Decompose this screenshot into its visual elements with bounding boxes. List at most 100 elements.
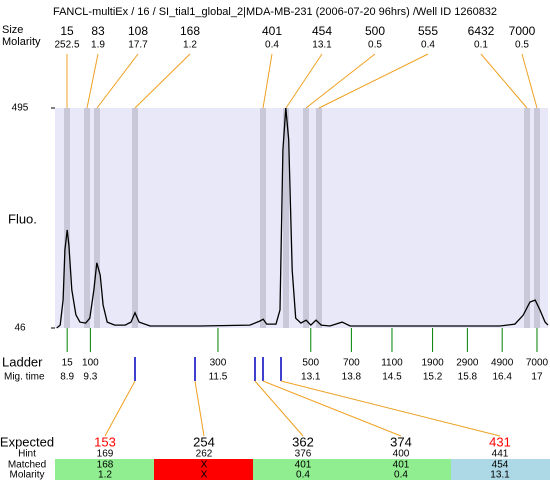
peak-size: 500 [365, 24, 385, 38]
peak-band [283, 108, 289, 328]
ladder-time: 15.8 [458, 372, 478, 383]
peak-molarity: 0.1 [474, 40, 488, 51]
peak-molarity: 0.5 [515, 40, 529, 51]
peak-band [94, 108, 100, 328]
peak-size: 15 [60, 24, 74, 38]
peak-connector [305, 53, 376, 109]
molarity-label: Molarity [9, 470, 44, 480]
ladder-size: 7000 [526, 358, 549, 369]
expected-connector [262, 380, 402, 437]
y-axis-label: Fluo. [8, 211, 37, 226]
peak-molarity: 0.4 [421, 40, 435, 51]
peak-size: 555 [418, 24, 438, 38]
peak-size: 83 [91, 24, 105, 38]
ladder-size: 2900 [456, 358, 479, 369]
hint-value: 376 [295, 449, 312, 460]
matched-label: Matched [8, 460, 46, 471]
peak-molarity: 0.4 [265, 40, 279, 51]
expected-connector [280, 380, 501, 437]
ladder-size: 500 [302, 358, 319, 369]
ladder-time: 16.4 [492, 372, 512, 383]
ladder-time: 17 [531, 372, 543, 383]
peak-molarity: 1.2 [183, 40, 197, 51]
ladder-time: 15.2 [423, 372, 443, 383]
match-cell [55, 459, 154, 480]
expected-connector [194, 380, 205, 437]
peak-connector [285, 53, 323, 109]
molarity-value: 0.4 [296, 470, 310, 480]
peak-molarity: 17.7 [128, 40, 148, 51]
hint-label: Hint [18, 449, 36, 460]
hint-value: 400 [393, 449, 410, 460]
peak-size: 168 [180, 24, 200, 38]
match-cell [154, 459, 253, 480]
peak-size: 454 [312, 24, 332, 38]
ladder-size: 300 [210, 358, 227, 369]
peak-molarity: 252.5 [54, 40, 79, 51]
size-row-label: Size [2, 24, 23, 36]
peak-molarity: 13.1 [312, 40, 332, 51]
matched-value: 401 [393, 460, 410, 471]
ladder-label: Ladder [2, 354, 43, 369]
ladder-time: 8.9 [60, 372, 74, 383]
molarity-value: X [201, 470, 208, 480]
peak-connector [86, 53, 99, 109]
hint-value: 262 [196, 449, 213, 460]
peak-connector [262, 53, 273, 109]
peak-size: 401 [262, 24, 282, 38]
peak-size: 108 [128, 24, 148, 38]
peak-molarity: 0.5 [368, 40, 382, 51]
peak-size: 7000 [509, 24, 536, 38]
ladder-time: 11.5 [209, 372, 228, 383]
peak-connector [134, 53, 191, 109]
ladder-size: 700 [343, 358, 360, 369]
match-cell [253, 459, 352, 480]
match-cell [352, 459, 451, 480]
hint-value: 169 [97, 449, 114, 460]
mig-time-label: Mig. time [4, 372, 45, 383]
ladder-time: 14.5 [382, 372, 402, 383]
expected-value: 362 [292, 434, 314, 449]
peak-molarity: 1.9 [91, 40, 105, 51]
ladder-size: 100 [82, 358, 99, 369]
molarity-value: 1.2 [98, 470, 112, 480]
match-cell [451, 459, 550, 480]
expected-value: 374 [390, 434, 412, 449]
peak-band [260, 108, 266, 328]
molarity-row-label: Molarity [2, 36, 41, 48]
plot-area [55, 108, 548, 328]
trace [56, 107, 549, 329]
peak-size: 6432 [468, 24, 495, 38]
peak-band [303, 108, 309, 328]
peak-band [64, 108, 70, 328]
expected-label: Expected [0, 434, 54, 449]
ladder-time: 13.1 [301, 372, 321, 383]
peak-band [316, 108, 322, 328]
peak-connector [521, 53, 538, 109]
matched-value: 401 [295, 460, 312, 471]
expected-value: 254 [193, 434, 215, 449]
peak-connector [318, 53, 429, 109]
peak-connector [96, 53, 139, 109]
ladder-size: 1100 [381, 358, 403, 369]
matched-value: 168 [97, 460, 114, 471]
expected-connector [104, 380, 136, 437]
matched-value: 454 [492, 460, 509, 471]
peak-connector [480, 53, 528, 109]
y-tick-label: 495 [12, 103, 29, 114]
peak-band [524, 108, 530, 328]
peak-band [132, 108, 138, 328]
peak-band [534, 108, 540, 328]
peak-band [84, 108, 90, 328]
expected-connector [254, 380, 304, 437]
y-tick-label: 46 [14, 323, 26, 334]
ladder-size: 1900 [421, 358, 444, 369]
ladder-time: 9.3 [83, 372, 97, 383]
ladder-size: 4900 [491, 358, 514, 369]
matched-value: X [201, 460, 208, 471]
expected-value: 153 [94, 434, 116, 449]
title: FANCL-multiEx / 16 / SI_tial1_global_2|M… [53, 6, 497, 18]
molarity-value: 0.4 [394, 470, 408, 480]
molarity-value: 13.1 [490, 470, 510, 480]
